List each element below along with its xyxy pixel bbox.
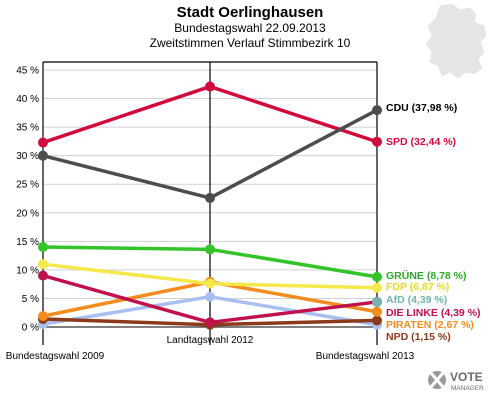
series-end-label: GRÜNE (8,78 %) (386, 269, 467, 282)
y-tick-label: 25 % (16, 180, 39, 191)
data-point (205, 278, 215, 289)
series-gr-ne (38, 242, 382, 282)
chart-subtitle-date: Bundestagswahl 22.09.2013 (174, 21, 326, 35)
chart-title: Stadt Oerlinghausen (177, 4, 324, 21)
series-cdu (38, 105, 382, 203)
series-spd (38, 81, 382, 148)
data-point (372, 306, 382, 317)
y-tick-label: 15 % (16, 237, 39, 248)
data-point (205, 317, 215, 328)
data-point (38, 311, 48, 322)
data-point (38, 137, 48, 148)
series-end-label: CDU (37,98 %) (386, 102, 457, 114)
y-tick-label: 35 % (16, 123, 39, 134)
data-point (38, 259, 48, 270)
end-labels: CDU (37,98 %) SPD (32,44 %) GRÜNE (8,78 %)… (386, 102, 481, 343)
data-point (38, 150, 48, 161)
series-end-label: DIE LINKE (4,39 %) (386, 307, 481, 319)
y-tick-label: 20 % (16, 208, 39, 219)
series-fdp (38, 259, 382, 293)
series-end-label: NPD (1,15 %) (386, 331, 451, 343)
data-point (205, 192, 215, 203)
series-end-label: FDP (6,87 %) (386, 281, 449, 293)
series-end-label: AfD (4,39 %) (386, 294, 447, 306)
data-point (205, 291, 215, 302)
data-point (38, 270, 48, 281)
data-point (372, 315, 382, 326)
data-point (372, 105, 382, 116)
y-tick-label: 10 % (16, 265, 39, 276)
data-point (372, 296, 382, 307)
chart-subtitle-detail: Zweitstimmen Verlauf Stimmbezirk 10 (150, 36, 351, 50)
logo-word-vote: VOTE (450, 370, 483, 384)
y-tick-label: 45 % (16, 66, 39, 77)
x-tick-label: Landtagswahl 2012 (167, 335, 254, 346)
y-tick-label: 0 % (22, 323, 39, 334)
y-tick-label: 40 % (16, 94, 39, 105)
x-axis: Bundestagswahl 2009 Landtagswahl 2012 Bund… (6, 61, 415, 362)
data-point (372, 282, 382, 293)
germany-map-icon (425, 3, 487, 79)
x-tick-label: Bundestagswahl 2013 (316, 351, 415, 362)
data-point (372, 271, 382, 282)
checkmark-x-icon (428, 371, 446, 389)
y-tick-label: 30 % (16, 151, 39, 162)
y-tick-label: 5 % (22, 294, 39, 305)
y-axis: 0 % 5 % 10 % 15 % 20 % 25 % 30 % 35 % 40 % 45 % (16, 66, 39, 334)
data-point (372, 136, 382, 147)
data-point (38, 242, 48, 253)
series-end-label: SPD (32,44 %) (386, 136, 456, 148)
x-tick-label: Bundestagswahl 2009 (6, 351, 105, 362)
data-point (205, 81, 215, 92)
series-afd (372, 296, 382, 307)
logo-word-manager: MANAGER (451, 385, 484, 392)
vote-manager-logo: VOTE MANAGER (428, 370, 484, 392)
series-end-label: PIRATEN (2,67 %) (386, 319, 474, 331)
data-point (205, 244, 215, 255)
series-group (38, 81, 382, 330)
